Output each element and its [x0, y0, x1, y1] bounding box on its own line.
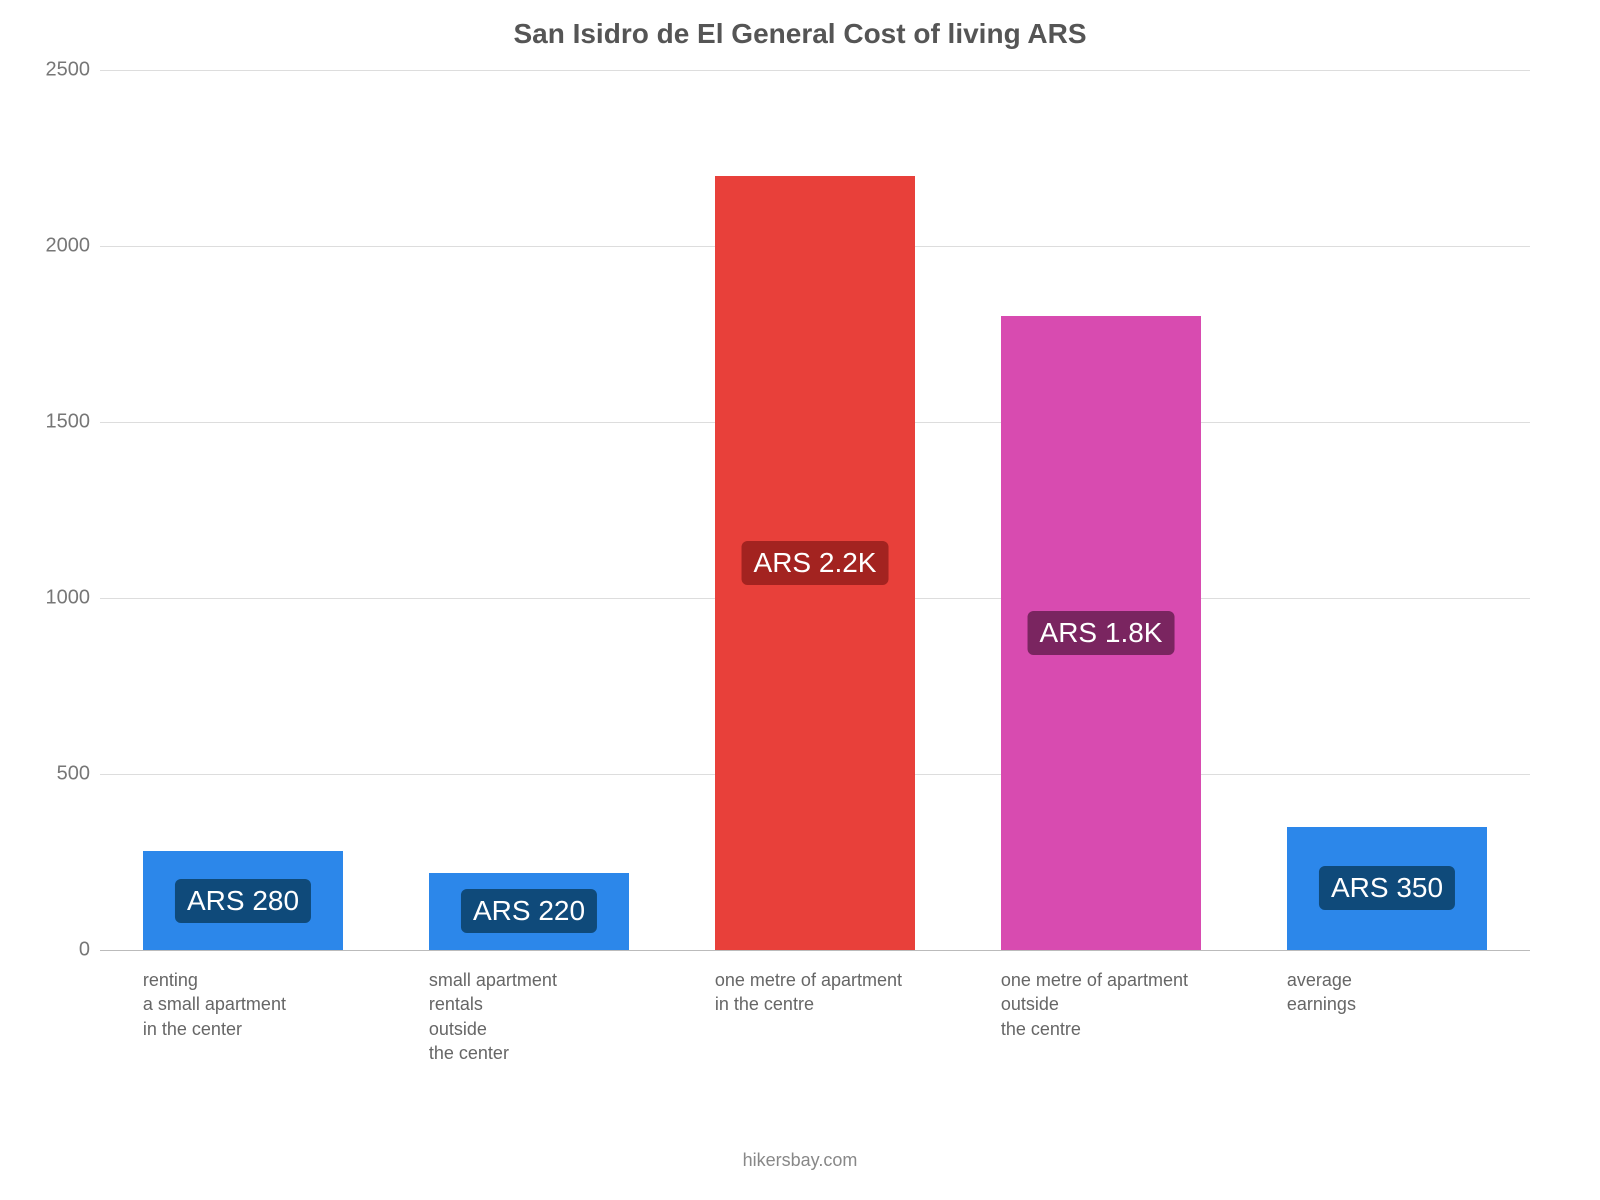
y-tick-label: 2500: [0, 59, 90, 82]
plot-area: [100, 70, 1530, 950]
x-axis-line: [100, 950, 1530, 951]
x-tick-label: one metre of apartment outside the centr…: [1001, 968, 1201, 1041]
bar-value-label: ARS 1.8K: [1028, 611, 1175, 655]
x-tick-label: small apartment rentals outside the cent…: [429, 968, 629, 1065]
y-tick-label: 1500: [0, 411, 90, 434]
x-tick-label: one metre of apartment in the centre: [715, 968, 915, 1017]
bar-value-label: ARS 280: [175, 879, 311, 923]
bar-value-label: ARS 2.2K: [742, 541, 889, 585]
bar-value-label: ARS 350: [1319, 866, 1455, 910]
y-tick-label: 500: [0, 763, 90, 786]
bar-value-label: ARS 220: [461, 889, 597, 933]
attribution: hikersbay.com: [0, 1150, 1600, 1171]
bar-chart: San Isidro de El General Cost of living …: [0, 0, 1600, 1200]
chart-title: San Isidro de El General Cost of living …: [0, 18, 1600, 50]
x-tick-label: average earnings: [1287, 968, 1487, 1017]
y-tick-label: 2000: [0, 235, 90, 258]
y-tick-label: 0: [0, 939, 90, 962]
x-tick-label: renting a small apartment in the center: [143, 968, 343, 1041]
y-tick-label: 1000: [0, 587, 90, 610]
